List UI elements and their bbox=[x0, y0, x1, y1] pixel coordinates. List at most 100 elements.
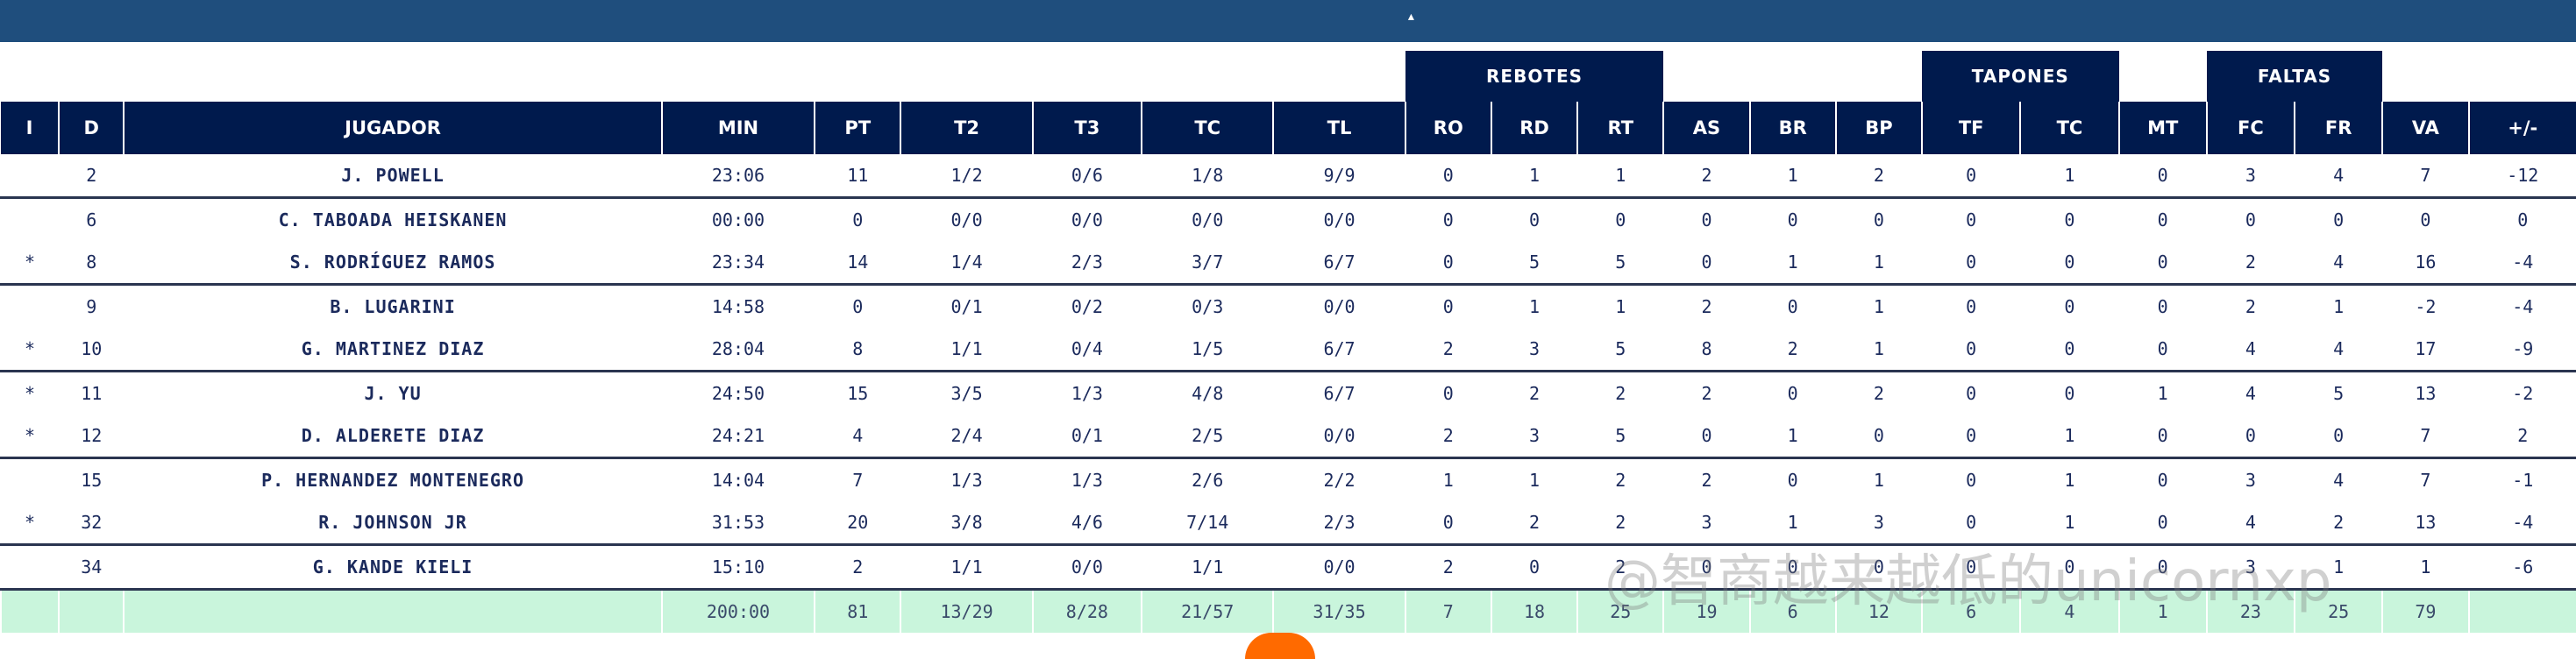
cell-mt: 0 bbox=[2117, 415, 2207, 459]
watermark: @智商越来越低的unicornxp bbox=[1605, 549, 2332, 614]
cell-va: 17 bbox=[2381, 328, 2469, 372]
cell-d: 10 bbox=[58, 328, 125, 372]
cell-pm: -4 bbox=[2467, 284, 2576, 328]
cell-d: 8 bbox=[58, 241, 125, 286]
cell-jugador[interactable]: J. POWELL bbox=[123, 154, 662, 199]
cell-pt: 0 bbox=[814, 197, 901, 241]
cell-jugador[interactable]: R. JOHNSON JR bbox=[123, 501, 662, 546]
cell-pm: 0 bbox=[2467, 197, 2576, 241]
total-jugador bbox=[123, 589, 662, 633]
column-header: FR bbox=[2294, 102, 2383, 154]
cell-fc: 3 bbox=[2205, 457, 2295, 501]
cell-br: 2 bbox=[1748, 328, 1836, 372]
cell-fc: 3 bbox=[2205, 154, 2295, 199]
cell-tf: 0 bbox=[1921, 154, 2021, 199]
cell-i: * bbox=[0, 371, 60, 415]
cell-t2: 0/1 bbox=[900, 284, 1033, 328]
cell-mt: 0 bbox=[2117, 501, 2207, 546]
cell-fc: 0 bbox=[2205, 415, 2295, 459]
cell-jugador[interactable]: D. ALDERETE DIAZ bbox=[123, 415, 662, 459]
cell-rt: 0 bbox=[1576, 197, 1664, 241]
cell-tf: 0 bbox=[1921, 197, 2021, 241]
cell-i: * bbox=[0, 328, 60, 372]
cell-jugador[interactable]: C. TABOADA HEISKANEN bbox=[123, 197, 662, 241]
cell-fc: 4 bbox=[2205, 328, 2295, 372]
cell-fr: 4 bbox=[2294, 328, 2383, 372]
cell-rd: 2 bbox=[1490, 371, 1578, 415]
cell-tc: 0/3 bbox=[1141, 284, 1274, 328]
cell-pt: 4 bbox=[814, 415, 901, 459]
cell-pt: 14 bbox=[814, 241, 901, 286]
cell-jugador[interactable]: P. HERNANDEZ MONTENEGRO bbox=[123, 457, 662, 501]
total-fc: 23 bbox=[2205, 589, 2295, 633]
cell-t3: 0/0 bbox=[1031, 197, 1142, 241]
cell-tf: 0 bbox=[1921, 328, 2021, 372]
column-header: T2 bbox=[900, 102, 1033, 154]
cell-tc: 1/1 bbox=[1141, 544, 1274, 591]
cell-mt: 0 bbox=[2117, 197, 2207, 241]
cell-i: * bbox=[0, 241, 60, 286]
column-header: D bbox=[58, 102, 125, 154]
cell-va: 7 bbox=[2381, 457, 2469, 501]
cell-ro: 2 bbox=[1404, 328, 1491, 372]
cell-pm: -12 bbox=[2467, 154, 2576, 199]
column-header: JUGADOR bbox=[123, 102, 662, 154]
cell-mt: 0 bbox=[2117, 154, 2207, 199]
cell-tc: 1/8 bbox=[1141, 154, 1274, 199]
column-header: MIN bbox=[660, 102, 815, 154]
cell-jugador[interactable]: J. YU bbox=[123, 371, 662, 415]
cell-pm: -1 bbox=[2467, 457, 2576, 501]
cell-pm: -6 bbox=[2467, 544, 2576, 591]
cell-t2: 1/1 bbox=[900, 544, 1033, 591]
cell-fr: 5 bbox=[2294, 371, 2383, 415]
cell-tc: 7/14 bbox=[1141, 501, 1274, 546]
table-row: * 11 J. YU 24:50 15 3/5 1/3 4/8 6/7 0 2 2 2 0 2 0 0 1 4 5 13… bbox=[0, 371, 2576, 415]
column-header: BP bbox=[1834, 102, 1923, 154]
cell-d: 34 bbox=[58, 544, 125, 591]
cell-ro: 2 bbox=[1404, 544, 1491, 591]
cursor-icon: ▴ bbox=[1406, 7, 1416, 25]
cell-bp: 1 bbox=[1834, 328, 1923, 372]
table-row: * 8 S. RODRÍGUEZ RAMOS 23:34 14 1/4 2/3 3/7 6/7 0… bbox=[0, 241, 2576, 286]
total-mt: 1 bbox=[2117, 589, 2207, 633]
cell-jugador[interactable]: B. LUGARINI bbox=[123, 284, 662, 328]
total-tf: 6 bbox=[1921, 589, 2021, 633]
cell-tc2: 1 bbox=[2019, 154, 2119, 199]
player-rows: 2 J. POWELL 23:06 11 1/2 0/6 1/8 9/9 0 1 1 2 1 2 0 1 0 3 4… bbox=[0, 154, 2576, 633]
cell-as: 2 bbox=[1662, 154, 1750, 199]
cell-va: 7 bbox=[2381, 415, 2469, 459]
cell-tc2: 0 bbox=[2019, 241, 2119, 286]
cell-i bbox=[0, 544, 60, 591]
cell-jugador[interactable]: S. RODRÍGUEZ RAMOS bbox=[123, 241, 662, 286]
cell-jugador[interactable]: G. KANDE KIELI bbox=[123, 544, 662, 591]
cell-pm: -4 bbox=[2467, 501, 2576, 546]
group-faltas: FALTAS bbox=[2206, 51, 2383, 102]
cell-fr: 4 bbox=[2294, 457, 2383, 501]
cell-rt: 5 bbox=[1576, 415, 1664, 459]
cell-fc: 2 bbox=[2205, 241, 2295, 286]
column-header: RT bbox=[1576, 102, 1664, 154]
cell-rt: 5 bbox=[1576, 241, 1664, 286]
cell-tc2: 0 bbox=[2019, 197, 2119, 241]
cell-rt: 2 bbox=[1576, 457, 1664, 501]
cell-tl: 6/7 bbox=[1272, 328, 1405, 372]
cell-t2: 3/5 bbox=[900, 371, 1033, 415]
cell-va: 0 bbox=[2381, 197, 2469, 241]
total-br: 6 bbox=[1748, 589, 1836, 633]
cell-tc: 2/6 bbox=[1141, 457, 1274, 501]
total-tl: 31/35 bbox=[1272, 589, 1405, 633]
cell-min: 23:34 bbox=[660, 241, 815, 286]
cell-va: 7 bbox=[2381, 154, 2469, 199]
cell-t2: 2/4 bbox=[900, 415, 1033, 459]
cell-rd: 1 bbox=[1490, 284, 1578, 328]
cell-jugador[interactable]: G. MARTINEZ DIAZ bbox=[123, 328, 662, 372]
cell-fr: 2 bbox=[2294, 501, 2383, 546]
cell-fr: 0 bbox=[2294, 415, 2383, 459]
total-fr: 25 bbox=[2294, 589, 2383, 633]
cell-fr: 1 bbox=[2294, 544, 2383, 591]
cell-mt: 0 bbox=[2117, 241, 2207, 286]
cell-bp: 1 bbox=[1834, 241, 1923, 286]
cell-bp: 0 bbox=[1834, 415, 1923, 459]
cell-t3: 2/3 bbox=[1031, 241, 1142, 286]
cell-fr: 4 bbox=[2294, 241, 2383, 286]
